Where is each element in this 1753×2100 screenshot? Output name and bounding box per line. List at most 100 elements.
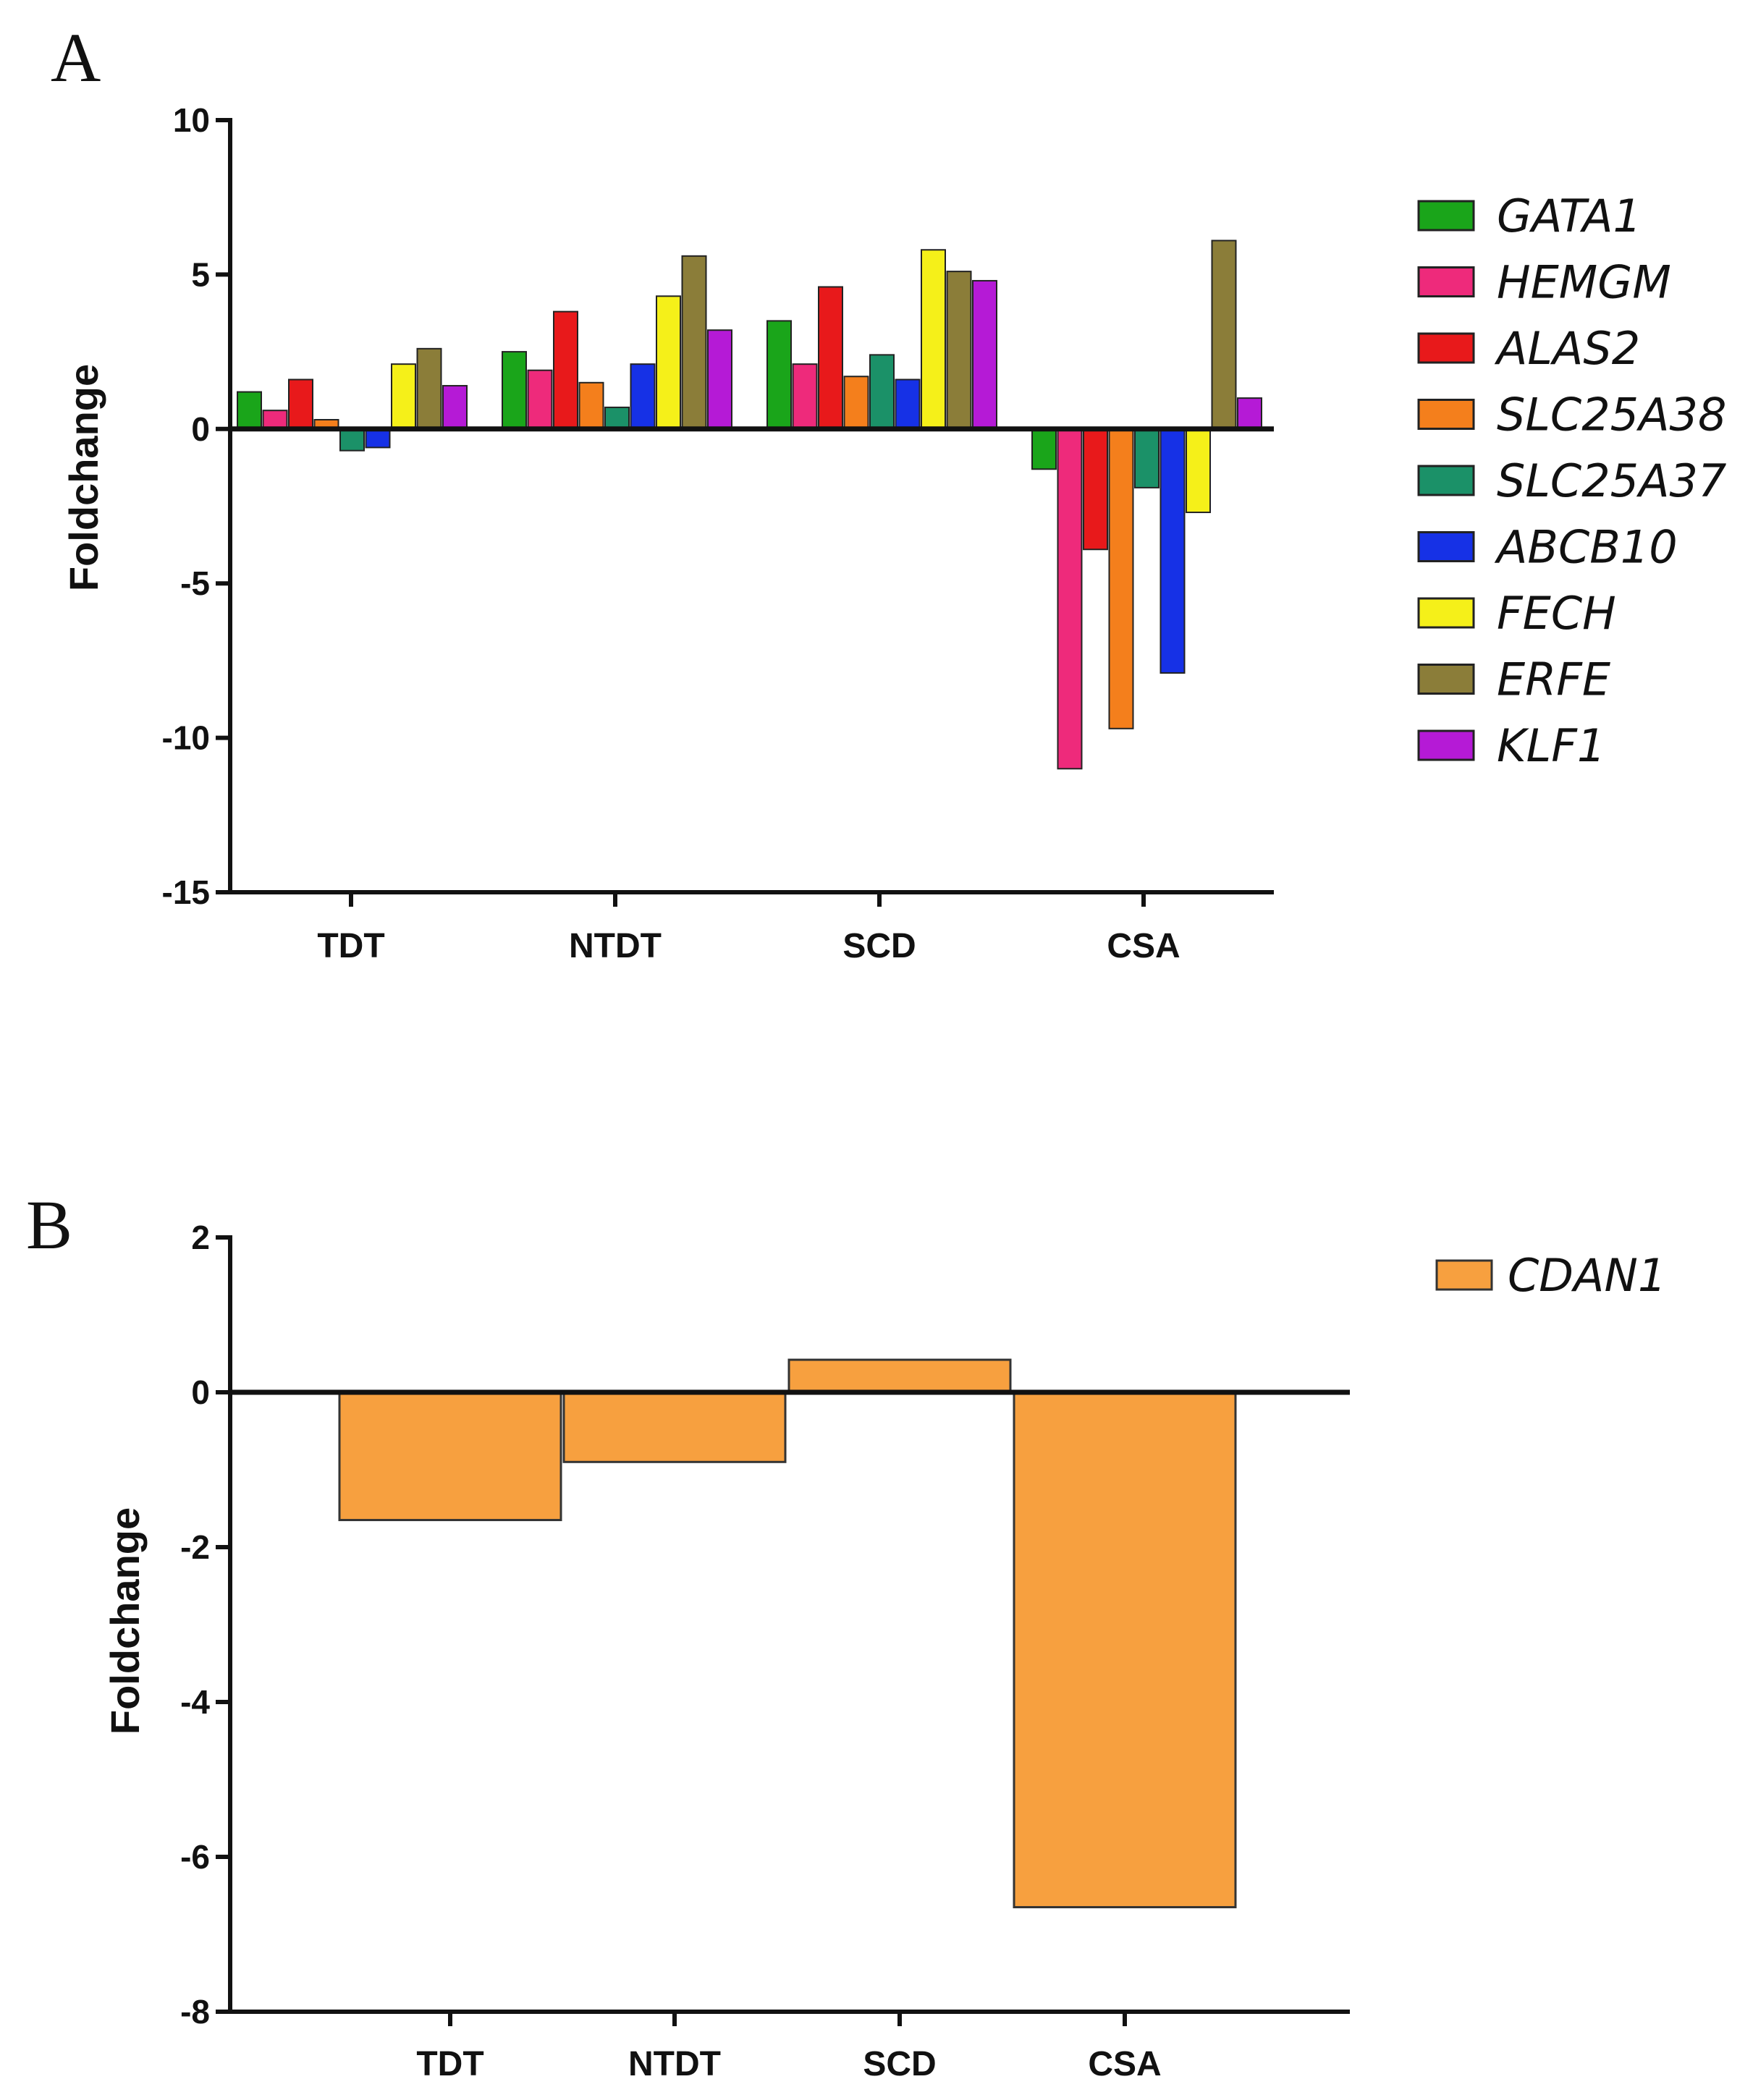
legend-item-slc25a38: SLC25A38 [1417, 389, 1726, 441]
x-tick-label-scd: SCD [863, 2045, 936, 2083]
y-tick-label: -5 [180, 564, 210, 602]
bar-fech-scd [921, 249, 946, 430]
x-ticks-b: TDT NTDT SCD CSA [416, 2012, 1162, 2083]
legend-label: GATA1 [1497, 190, 1642, 242]
bar-fech-ntdt [656, 295, 681, 430]
legend-swatch [1417, 531, 1475, 562]
y-tick-label: -10 [162, 719, 210, 757]
bar-alas2-scd [818, 286, 843, 430]
bar-abcb10-tdt [365, 428, 391, 449]
bar-slc25a37-tdt [339, 428, 365, 452]
legend-label: ALAS2 [1494, 322, 1640, 375]
bar-hemgm-tdt [262, 410, 288, 430]
bar-slc25a38-scd [843, 376, 869, 430]
bar-cdan1-tdt [338, 1391, 562, 1522]
legend-label: ERFE [1497, 653, 1611, 706]
y-tick-label: -4 [180, 1683, 210, 1721]
x-ticks-a: TDT NTDT SCD CSA [317, 892, 1180, 965]
legend-label: SLC25A38 [1497, 389, 1726, 441]
legend-label: HEMGM [1497, 256, 1671, 309]
bars-a [237, 240, 1262, 770]
x-tick-label-tdt: TDT [416, 2045, 483, 2083]
bar-hemgm-scd [792, 363, 818, 430]
bar-abcb10-scd [895, 378, 921, 430]
legend-swatch [1417, 597, 1475, 629]
legend-label: SLC25A37 [1497, 454, 1726, 507]
bar-cdan1-csa [1013, 1391, 1237, 1909]
bar-klf1-tdt [442, 385, 468, 430]
bar-alas2-csa [1083, 428, 1108, 551]
bar-slc25a37-ntdt [604, 406, 630, 430]
bar-erfe-tdt [416, 347, 442, 430]
y-ticks-a: 10 5 0 -5 -10 -15 [162, 101, 230, 911]
legend-item-erfe: ERFE [1417, 653, 1611, 706]
bar-hemgm-ntdt [527, 369, 553, 430]
bar-alas2-ntdt [553, 310, 578, 430]
legend-label: KLF1 [1497, 719, 1605, 772]
y-tick-label: 0 [191, 410, 210, 448]
legend-swatch [1417, 399, 1475, 430]
legend-swatch [1417, 332, 1475, 364]
bar-klf1-scd [972, 279, 997, 430]
bar-gata1-scd [766, 320, 792, 430]
bar-cdan1-ntdt [562, 1391, 787, 1463]
bar-fech-csa [1186, 428, 1211, 514]
chart-panel-b: B 2 0 -2 -4 -6 -8 TDT NTDT SCD CSA Foldchange CD… [26, 1186, 1666, 2083]
y-ticks-b: 2 0 -2 -4 -6 -8 [180, 1219, 230, 2031]
y-tick-label: -6 [180, 1838, 210, 1876]
y-axis-title-b: Foldchange [102, 1507, 148, 1735]
y-axis-title-a: Foldchange [61, 364, 106, 591]
y-tick-label: -8 [180, 1993, 210, 2031]
legend-item-hemgm: HEMGM [1417, 256, 1671, 309]
bar-fech-tdt [391, 363, 416, 430]
legend-item-klf1: KLF1 [1417, 719, 1605, 772]
bar-erfe-ntdt [681, 255, 707, 430]
x-tick-label-ntdt: NTDT [569, 927, 662, 965]
bar-erfe-scd [946, 271, 972, 430]
bar-klf1-ntdt [707, 329, 732, 430]
bar-abcb10-ntdt [630, 363, 656, 430]
bar-gata1-ntdt [502, 351, 527, 430]
bar-gata1-csa [1031, 428, 1057, 470]
x-tick-label-csa: CSA [1088, 2045, 1161, 2083]
legend-item-cdan1: CDAN1 [1435, 1249, 1666, 1302]
y-tick-label: 10 [173, 101, 210, 139]
legend-swatch [1417, 200, 1475, 232]
legend-item-gata1: GATA1 [1417, 190, 1642, 242]
y-tick-label: 5 [191, 255, 210, 293]
x-tick-label-ntdt: NTDT [628, 2045, 721, 2083]
x-tick-label-scd: SCD [842, 927, 916, 965]
legend-swatch [1417, 664, 1475, 695]
x-tick-label-tdt: TDT [317, 927, 384, 965]
bar-klf1-csa [1237, 397, 1262, 430]
bar-slc25a38-csa [1108, 428, 1134, 729]
legend-b: CDAN1 [1435, 1249, 1666, 1302]
legend-label: ABCB10 [1494, 521, 1678, 574]
bar-slc25a38-ntdt [578, 381, 604, 430]
legend-item-alas2: ALAS2 [1417, 322, 1640, 375]
bar-cdan1-scd [787, 1358, 1012, 1394]
y-tick-label: -15 [162, 873, 210, 911]
legend-swatch [1435, 1259, 1493, 1291]
legend-a: GATA1 HEMGM ALAS2 SLC25A38 SLC25A37 ABCB10 FEC… [1417, 190, 1726, 772]
bar-gata1-tdt [237, 391, 262, 430]
bar-erfe-csa [1211, 240, 1237, 430]
x-tick-label-csa: CSA [1107, 927, 1180, 965]
bar-alas2-tdt [288, 378, 313, 430]
panel-letter-a: A [51, 19, 101, 96]
legend-item-slc25a37: SLC25A37 [1417, 454, 1726, 507]
bar-hemgm-csa [1057, 428, 1083, 770]
legend-item-abcb10: ABCB10 [1417, 521, 1678, 574]
y-tick-label: 2 [191, 1219, 210, 1256]
bar-slc25a37-scd [869, 354, 895, 430]
legend-label: FECH [1497, 587, 1616, 640]
bars-b [338, 1358, 1237, 1909]
legend-swatch [1417, 465, 1475, 496]
y-tick-label: -2 [180, 1528, 210, 1566]
bar-abcb10-csa [1159, 428, 1186, 674]
panel-letter-b: B [26, 1186, 72, 1263]
legend-swatch [1417, 266, 1475, 297]
legend-label: CDAN1 [1508, 1249, 1666, 1302]
